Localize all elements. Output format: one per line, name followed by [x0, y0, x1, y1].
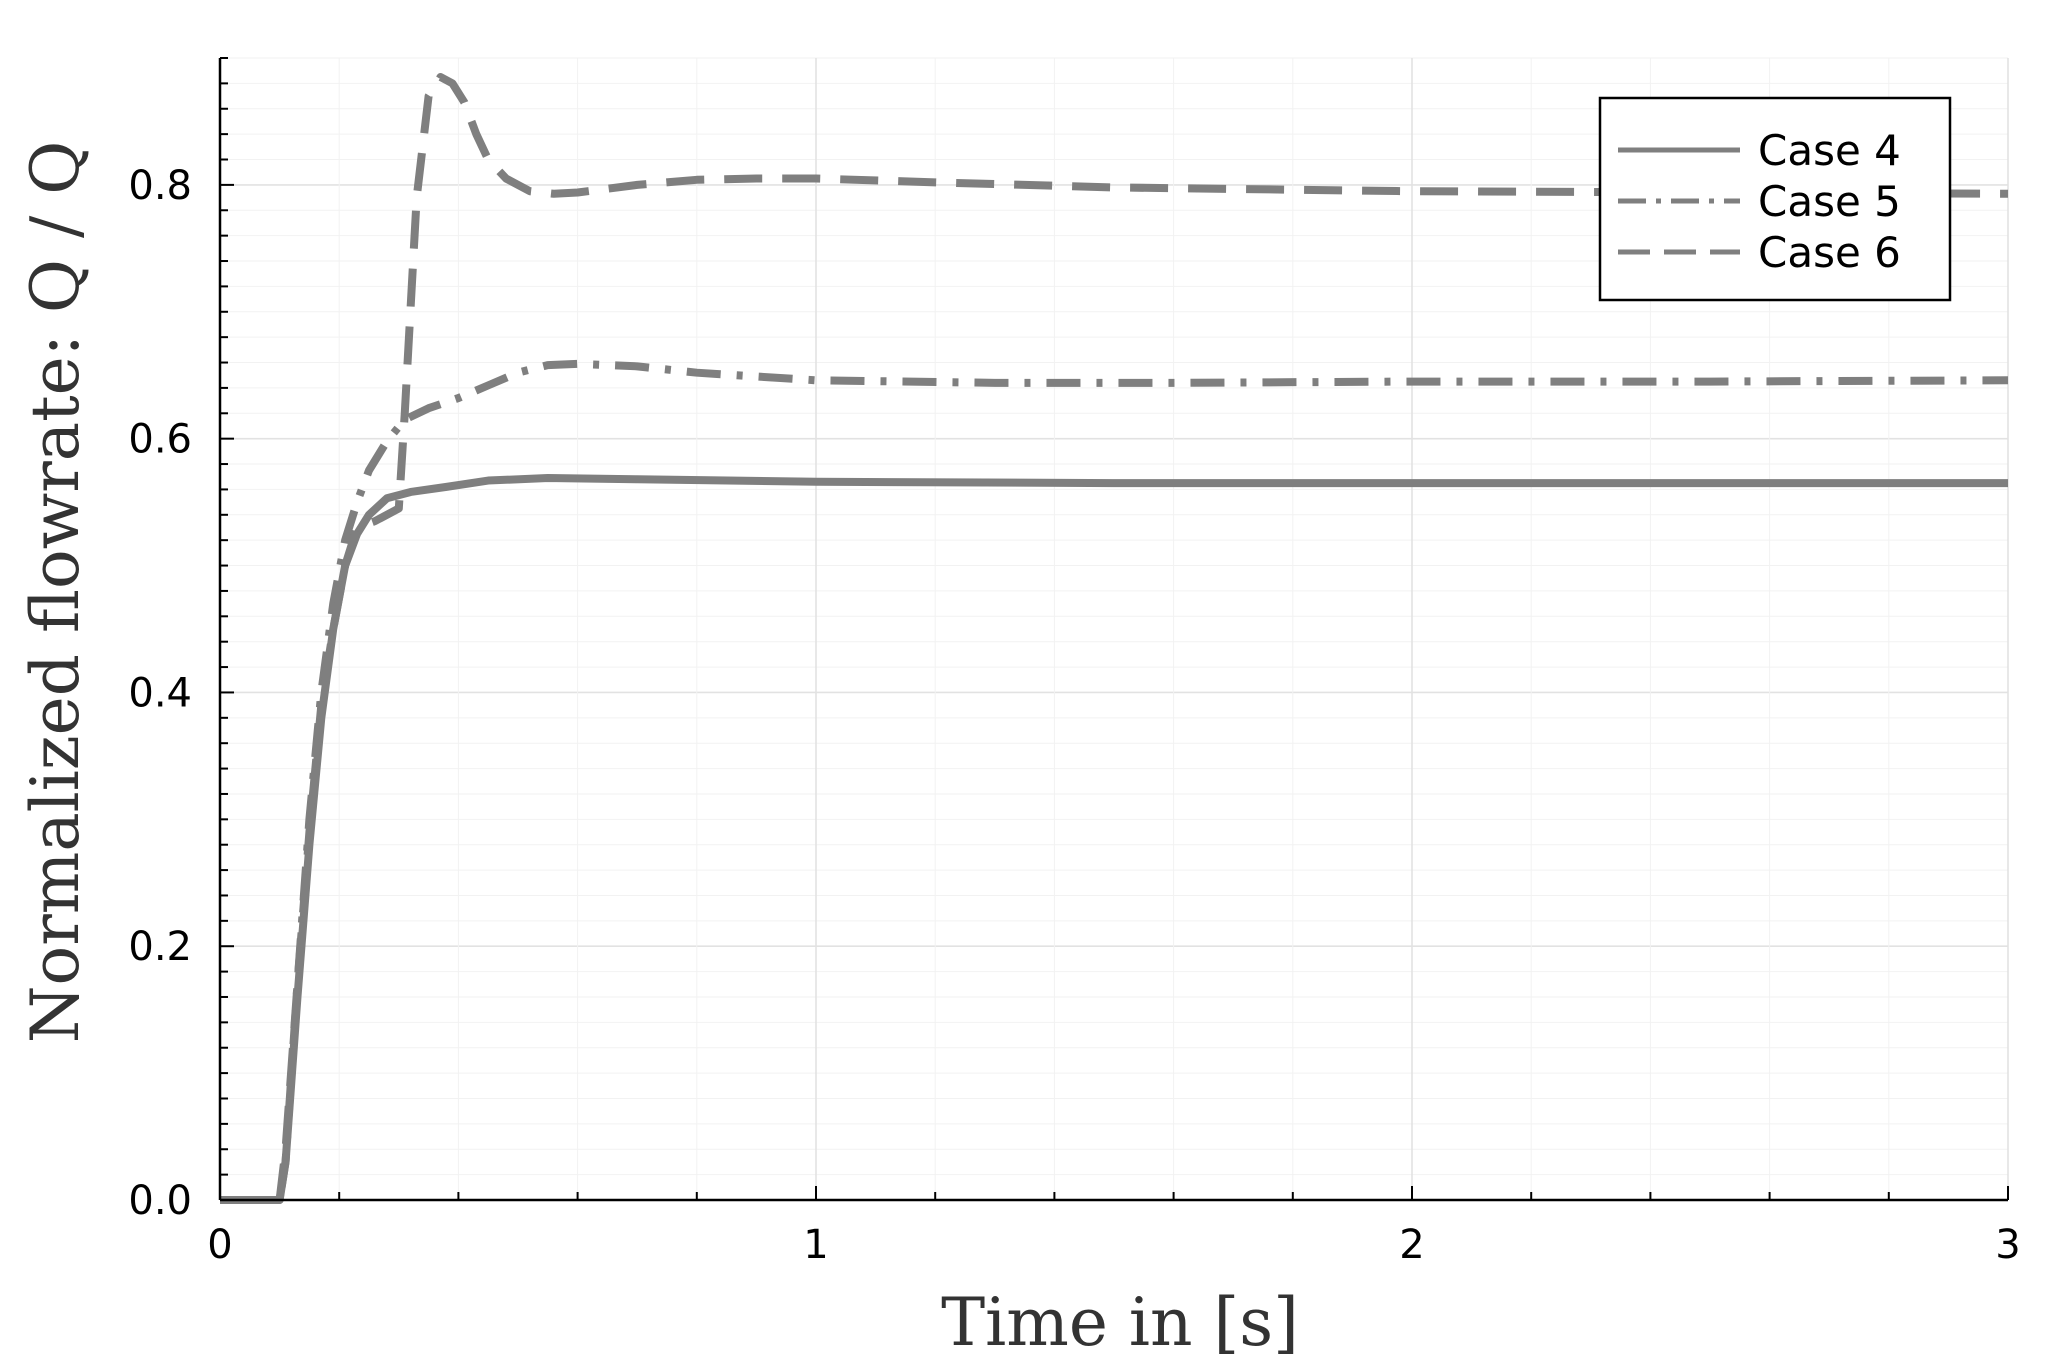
- x-axis-title: Time in [s]: [941, 1284, 1299, 1361]
- series-line-case-6: [220, 73, 2009, 1204]
- legend-label: Case 6: [1758, 228, 1901, 277]
- grid-layer: [219, 57, 2009, 1201]
- axes-layer: [218, 57, 2009, 1202]
- legend-label: Case 4: [1758, 126, 1901, 175]
- x-tick-label: 3: [1995, 1222, 2020, 1268]
- x-tick-label: 2: [1399, 1222, 1424, 1268]
- series-line-case-5: [220, 359, 2009, 1204]
- y-axis-title: Normalized flowrate: Q / Q: [17, 141, 94, 1044]
- series-layer: [220, 73, 2009, 1204]
- y-tick-label: 0.4: [128, 670, 192, 716]
- y-tick-label: 0.8: [128, 163, 192, 209]
- y-tick-label: 0.2: [128, 924, 192, 970]
- x-tick-label: 0: [207, 1222, 232, 1268]
- legend-label: Case 5: [1758, 177, 1901, 226]
- x-tick-label: 1: [803, 1222, 828, 1268]
- y-tick-label: 0.0: [128, 1178, 192, 1224]
- tick-label-layer: 0.0 0.2 0.4 0.6 0.8 0 1 2 3: [128, 163, 2020, 1268]
- y-tick-label: 0.6: [128, 417, 192, 463]
